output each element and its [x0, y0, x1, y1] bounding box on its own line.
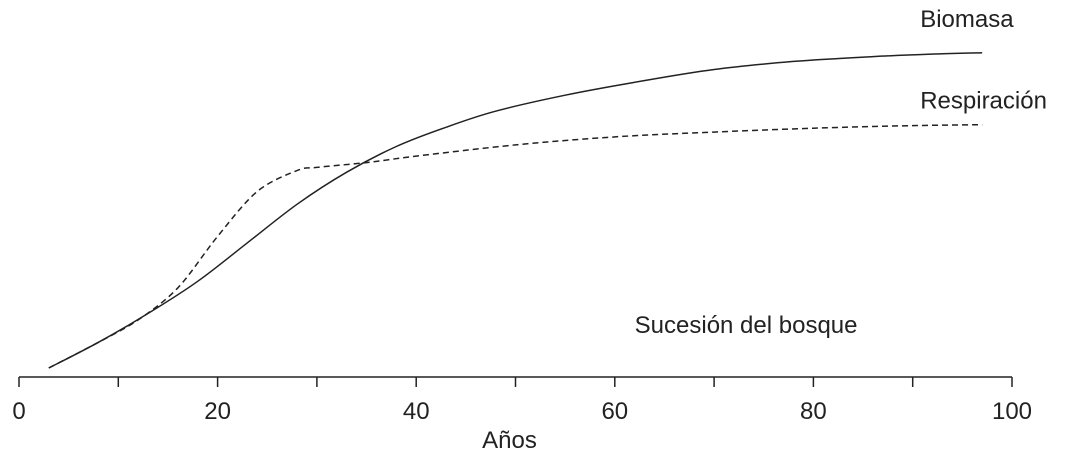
x-tick-label: 100 [992, 398, 1032, 425]
x-tick-label: 80 [800, 398, 827, 425]
x-axis-title: Años [482, 427, 537, 454]
x-tick-label: 20 [204, 398, 231, 425]
x-tick-label: 60 [601, 398, 628, 425]
x-tick-label: 0 [12, 398, 25, 425]
plot-area: Biomasa Respiración [48, 6, 1047, 369]
series-label-respiracion: Respiración [920, 88, 1047, 115]
x-tick-label: 40 [403, 398, 430, 425]
series-line-biomasa [48, 52, 983, 369]
chart-annotation: Sucesión del bosque [635, 312, 858, 339]
x-axis: 0 20 40 60 80 100 [12, 376, 1032, 425]
series-line-respiracion [48, 123, 983, 369]
series-label-biomasa: Biomasa [920, 6, 1014, 33]
